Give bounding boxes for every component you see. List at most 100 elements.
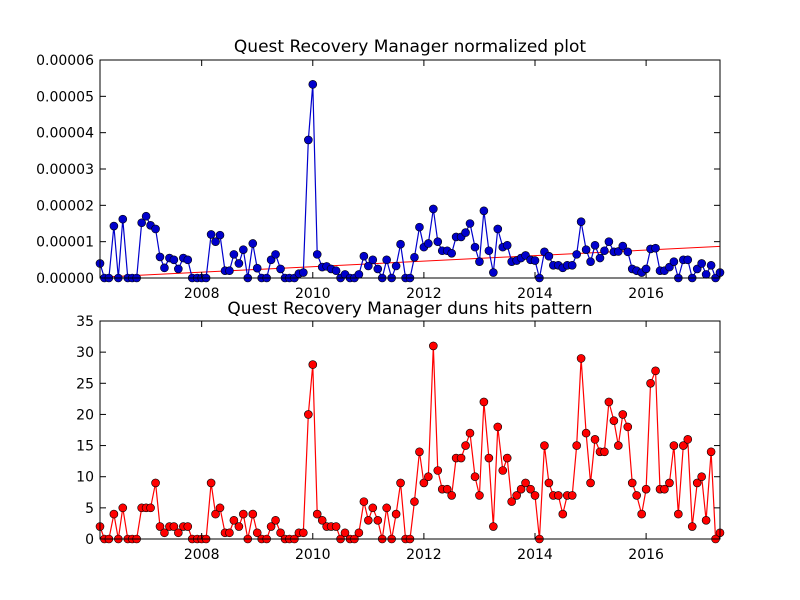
data-point-duns-hits [155, 522, 165, 531]
data-point-duns-hits [465, 428, 475, 438]
data-point-duns-hits [442, 484, 452, 494]
data-point-normalized [576, 217, 586, 226]
data-point-duns-hits [266, 522, 276, 531]
y-tick-label-duns-hits: 30 [76, 345, 94, 361]
data-point-duns-hits [665, 478, 674, 488]
data-point-normalized [174, 264, 183, 274]
data-point-duns-hits [359, 497, 369, 506]
x-tick-label-duns-hits: 2014 [517, 547, 553, 563]
data-point-duns-hits [544, 478, 554, 488]
data-point-duns-hits [312, 509, 322, 519]
data-point-duns-hits [586, 478, 595, 488]
data-point-duns-hits [364, 516, 373, 525]
normalized-marks [95, 80, 725, 283]
data-point-normalized [308, 80, 318, 89]
data-point-duns-hits [160, 528, 169, 538]
data-point-normalized [118, 214, 128, 224]
data-point-normalized [415, 222, 424, 232]
y-tick-label-duns-hits: 20 [76, 407, 94, 423]
data-point-duns-hits [461, 441, 470, 450]
y-tick-label-normalized: 0.00004 [36, 126, 94, 142]
data-point-duns-hits [623, 422, 633, 432]
data-point-duns-hits [660, 484, 669, 494]
data-point-duns-hits [391, 509, 401, 519]
data-point-normalized [354, 270, 364, 279]
data-point-normalized [651, 243, 660, 253]
data-point-duns-hits [706, 447, 716, 457]
data-point-duns-hits [470, 472, 480, 482]
data-point-normalized [623, 247, 633, 257]
data-point-normalized [211, 237, 220, 246]
data-point-duns-hits [683, 435, 693, 444]
data-point-normalized [493, 224, 503, 234]
data-point-duns-hits [225, 528, 234, 538]
data-point-duns-hits [581, 428, 591, 438]
x-tick-label-normalized: 2014 [517, 286, 553, 302]
data-point-duns-hits [252, 528, 262, 538]
data-point-duns-hits [429, 341, 438, 351]
data-point-normalized [484, 246, 494, 256]
data-point-duns-hits [239, 509, 248, 519]
data-point-normalized [331, 266, 341, 276]
data-point-duns-hits [530, 491, 540, 500]
data-point-duns-hits [215, 503, 225, 513]
data-point-duns-hits [234, 522, 244, 531]
data-point-duns-hits [516, 484, 526, 494]
data-point-duns-hits [271, 516, 280, 525]
data-point-normalized [229, 250, 239, 259]
data-point-duns-hits [484, 453, 494, 463]
data-point-normalized [109, 221, 119, 231]
data-point-normalized [396, 239, 405, 249]
data-point-normalized [470, 242, 480, 252]
data-point-normalized [215, 230, 225, 240]
data-point-normalized [364, 261, 373, 271]
data-point-duns-hits [604, 397, 614, 407]
data-point-duns-hits [206, 478, 216, 488]
data-point-duns-hits [600, 447, 609, 457]
data-point-normalized [234, 259, 244, 268]
data-point-duns-hits [183, 522, 193, 531]
data-point-duns-hits [146, 503, 155, 513]
data-point-duns-hits [354, 528, 364, 538]
data-point-normalized [475, 257, 484, 266]
data-point-duns-hits [456, 453, 466, 463]
chart-title-normalized: Quest Recovery Manager normalized plot [234, 37, 586, 57]
data-point-duns-hits [632, 491, 641, 500]
x-tick-label-normalized: 2008 [184, 286, 220, 302]
data-point-duns-hits [410, 497, 419, 506]
data-point-duns-hits [572, 441, 581, 450]
data-point-duns-hits [396, 478, 405, 488]
x-tick-label-duns-hits: 2010 [295, 547, 331, 563]
data-point-duns-hits [687, 522, 697, 531]
plot-frame-duns-hits [99, 320, 721, 540]
data-point-normalized [502, 241, 512, 250]
data-point-duns-hits [382, 503, 391, 513]
data-point-normalized [641, 264, 651, 274]
y-tick-label-normalized: 0.00005 [36, 89, 94, 105]
y-tick-label-duns-hits: 10 [76, 470, 94, 486]
data-point-normalized [410, 252, 419, 262]
x-tick-label-normalized: 2016 [628, 286, 664, 302]
data-point-duns-hits [151, 478, 160, 488]
data-point-duns-hits [299, 528, 308, 538]
data-point-duns-hits [433, 466, 443, 475]
data-point-duns-hits [368, 503, 378, 513]
data-point-normalized [697, 259, 706, 268]
data-point-duns-hits [304, 410, 313, 419]
data-point-normalized [225, 266, 234, 276]
data-point-normalized [701, 270, 711, 279]
data-point-normalized [391, 261, 401, 271]
data-point-normalized [669, 257, 679, 266]
data-point-normalized [183, 255, 193, 265]
data-point-duns-hits [701, 516, 711, 525]
data-point-normalized [141, 211, 151, 221]
x-tick-label-duns-hits: 2016 [628, 547, 664, 563]
data-point-duns-hits [609, 416, 619, 425]
data-point-normalized [590, 241, 600, 250]
data-point-duns-hits [590, 435, 600, 444]
data-point-normalized [683, 255, 693, 265]
data-point-normalized [586, 257, 595, 266]
data-point-duns-hits [229, 516, 239, 525]
data-point-normalized [706, 260, 716, 270]
